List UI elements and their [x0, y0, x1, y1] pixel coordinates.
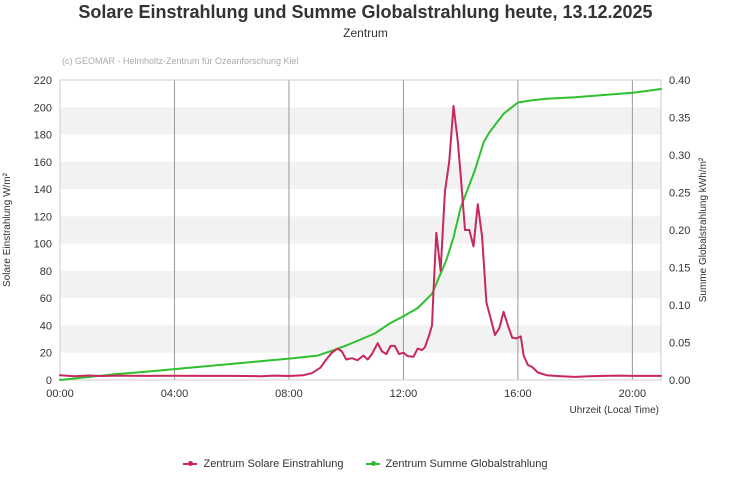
plot-band — [60, 270, 661, 299]
plot-band — [60, 107, 661, 135]
plot-band — [60, 216, 661, 244]
y-right-tick-label: 0.00 — [669, 375, 690, 387]
legend-marker-solar — [183, 461, 198, 466]
x-axis-label: Uhrzeit (Local Time) — [570, 405, 659, 416]
series-line-0[interactable] — [59, 104, 662, 378]
y-axis-right-label: Summe Globalstrahlung kWh/m² — [698, 157, 709, 302]
series-line-1[interactable] — [59, 88, 662, 381]
y-left-tick-label: 0 — [46, 375, 52, 387]
x-axis-ticks: 00:00 04:00 08:00 12:00 16:00 20:00 — [46, 388, 646, 400]
y-right-tick-label: 0.20 — [669, 225, 690, 237]
x-tick-label: 08:00 — [275, 388, 303, 400]
x-tick-label: 20:00 — [619, 388, 647, 400]
y-right-tick-label: 0.30 — [669, 150, 690, 162]
x-tick-label: 04:00 — [161, 388, 189, 400]
y-axis-right-ticks: 0.00 0.05 0.10 0.15 0.20 0.25 0.30 0.35 0.40 — [669, 75, 690, 387]
series-group — [59, 88, 662, 381]
legend-item-solar[interactable]: Zentrum Solare Einstrahlung — [183, 458, 344, 470]
x-tick-label: 12:00 — [390, 388, 418, 400]
y-left-tick-label: 140 — [34, 184, 52, 196]
y-right-tick-label: 0.10 — [669, 300, 690, 312]
y-right-tick-label: 0.25 — [669, 188, 690, 200]
y-left-tick-label: 200 — [34, 102, 52, 114]
y-right-tick-label: 0.35 — [669, 113, 690, 125]
x-tick-label: 16:00 — [504, 388, 532, 400]
y-right-tick-label: 0.15 — [669, 263, 690, 275]
x-tick-label: 00:00 — [46, 388, 74, 400]
legend-label-global: Zentrum Summe Globalstrahlung — [385, 458, 548, 470]
y-left-tick-label: 120 — [34, 211, 52, 223]
legend-label-solar: Zentrum Solare Einstrahlung — [203, 458, 344, 470]
y-axis-left-ticks: 0 20 40 60 80 100 120 140 160 180 200 220 — [34, 75, 52, 387]
y-left-tick-label: 220 — [34, 75, 52, 87]
chart-subtitle: Zentrum — [343, 26, 388, 40]
chart-credits: (c) GEOMAR - Helmholtz-Zentrum für Ozean… — [62, 56, 299, 66]
y-left-tick-label: 60 — [40, 293, 52, 305]
y-left-tick-label: 180 — [34, 130, 52, 142]
y-left-tick-label: 20 — [40, 348, 52, 360]
legend: Zentrum Solare Einstrahlung Zentrum Summ… — [0, 458, 731, 470]
plot-border — [59, 79, 662, 381]
plot-bands — [60, 107, 661, 353]
y-axis-left-label: Solare Einstrahlung W/m² — [2, 172, 13, 287]
legend-item-global[interactable]: Zentrum Summe Globalstrahlung — [365, 458, 548, 470]
plot-band — [60, 161, 661, 190]
legend-marker-global — [365, 461, 380, 466]
vertical-grid — [173, 80, 633, 380]
y-right-tick-label: 0.40 — [669, 75, 690, 87]
y-left-tick-label: 160 — [34, 157, 52, 169]
y-left-tick-label: 40 — [40, 320, 52, 332]
y-left-tick-label: 80 — [40, 266, 52, 278]
y-left-tick-label: 100 — [34, 239, 52, 251]
chart-title: Solare Einstrahlung und Summe Globalstra… — [78, 2, 653, 22]
y-right-tick-label: 0.05 — [669, 338, 690, 350]
